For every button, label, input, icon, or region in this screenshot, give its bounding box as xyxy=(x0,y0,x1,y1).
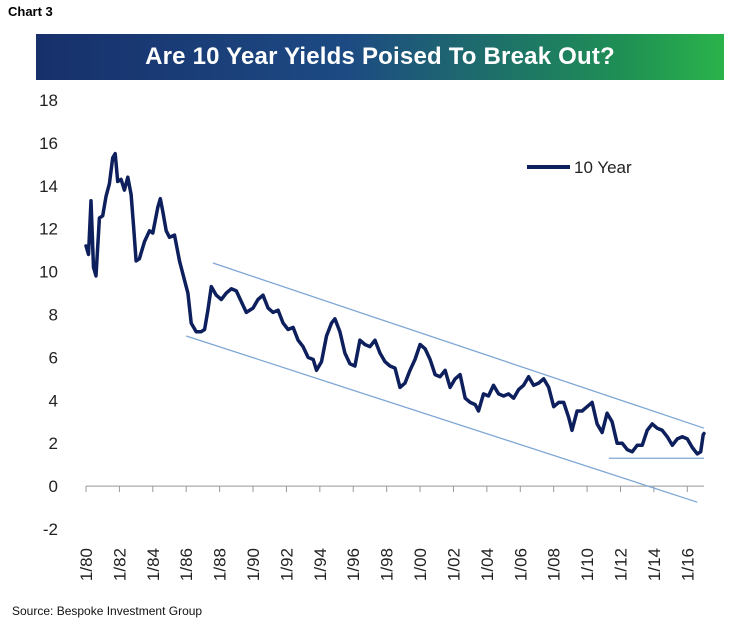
trend-line-1 xyxy=(212,262,705,429)
y-tick-label: 4 xyxy=(49,391,58,410)
chart-title: Are 10 Year Yields Poised To Break Out? xyxy=(145,43,615,70)
y-tick-label: 8 xyxy=(49,306,58,325)
x-tick-label: 1/14 xyxy=(645,548,664,581)
y-tick-label: 18 xyxy=(39,91,58,110)
x-tick-label: 1/84 xyxy=(144,548,163,581)
series-layer xyxy=(84,151,706,456)
trend-lines xyxy=(186,262,705,503)
y-tick-label: 6 xyxy=(49,348,58,367)
y-tick-label: 16 xyxy=(39,134,58,153)
x-tick-label: 1/12 xyxy=(611,548,630,581)
y-axis: 18 16 14 12 10 8 6 4 2 0 -2 xyxy=(39,91,58,539)
x-tick-label: 1/04 xyxy=(478,548,497,581)
x-tick-label: 1/80 xyxy=(77,548,96,581)
x-tick-label: 1/96 xyxy=(344,548,363,581)
x-tick-label: 1/08 xyxy=(545,548,564,581)
legend-label-10-year: 10 Year xyxy=(574,158,632,177)
y-tick-label: 2 xyxy=(49,434,58,453)
source-note: Source: Bespoke Investment Group xyxy=(12,604,203,618)
legend: 10 Year xyxy=(527,158,632,177)
x-tick-label: 1/86 xyxy=(177,548,196,581)
y-tick-label: 12 xyxy=(39,220,58,239)
x-tick-label: 1/16 xyxy=(678,548,697,581)
title-banner: Are 10 Year Yields Poised To Break Out? xyxy=(36,34,724,80)
x-tick-label: 1/90 xyxy=(244,548,263,581)
y-tick-label: 0 xyxy=(49,477,58,496)
trend-line-2 xyxy=(186,335,698,503)
x-tick-label: 1/92 xyxy=(277,548,296,581)
x-tick-label: 1/94 xyxy=(311,548,330,581)
x-tick-label: 1/10 xyxy=(578,548,597,581)
x-tick-label: 1/88 xyxy=(211,548,230,581)
series-line-10-year xyxy=(84,151,706,456)
chart-label: Chart 3 xyxy=(8,4,53,19)
x-tick-label: 1/02 xyxy=(444,548,463,581)
x-tick-label: 1/00 xyxy=(411,548,430,581)
y-tick-label: 10 xyxy=(39,263,58,282)
y-tick-label: -2 xyxy=(43,520,58,539)
x-tick-label: 1/82 xyxy=(110,548,129,581)
x-tick-label: 1/98 xyxy=(378,548,397,581)
y-tick-label: 14 xyxy=(39,177,58,196)
x-tick-label: 1/06 xyxy=(511,548,530,581)
x-axis: 1/80 1/82 1/84 1/86 1/88 1/90 1/92 1/94 1/96 1/98… xyxy=(77,485,704,581)
